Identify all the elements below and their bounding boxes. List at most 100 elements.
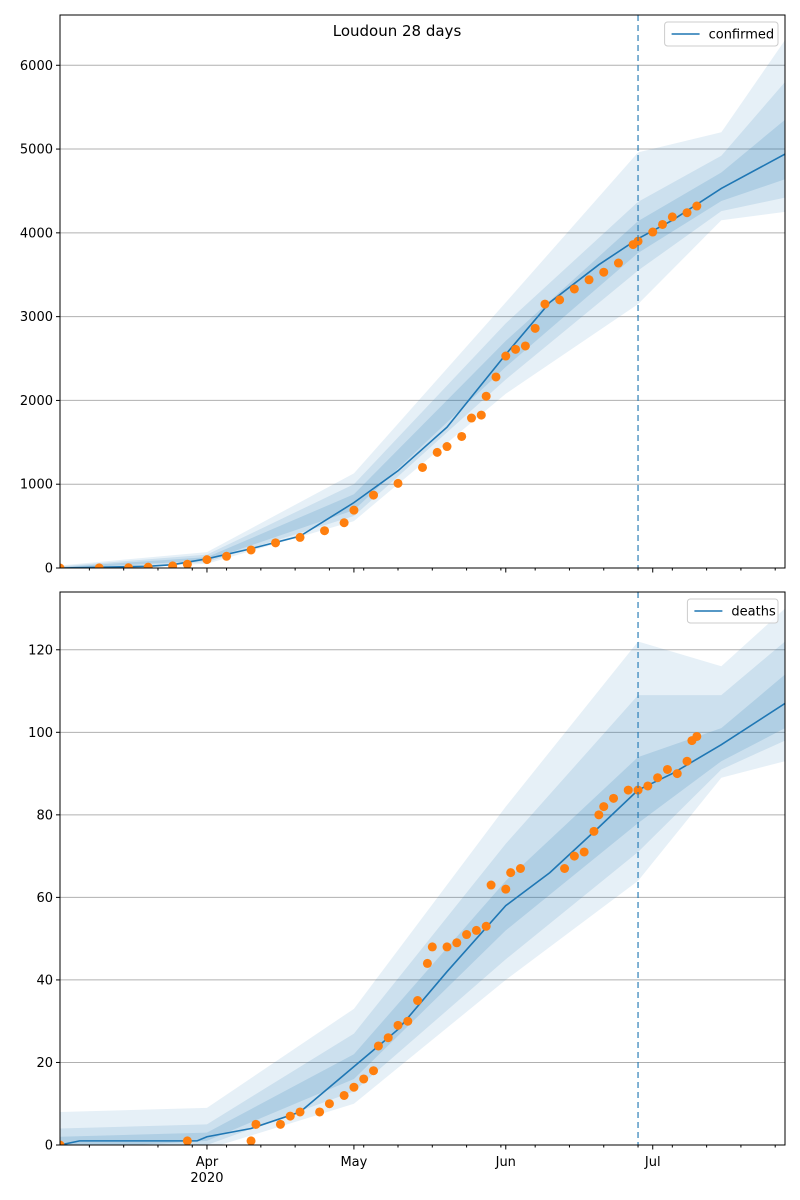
observed-point — [315, 1107, 325, 1117]
y-tick-label: 0 — [45, 562, 53, 577]
observed-point — [667, 212, 677, 222]
observed-point — [369, 1066, 379, 1076]
observed-point — [471, 925, 481, 935]
observed-point — [658, 219, 668, 229]
plot-area — [60, 608, 785, 1145]
observed-point — [540, 299, 550, 309]
observed-point — [285, 1111, 295, 1121]
observed-point — [324, 1099, 334, 1109]
observed-point — [481, 391, 491, 401]
legend-label: deaths — [731, 605, 776, 620]
observed-point — [339, 518, 349, 528]
observed-point — [383, 1033, 393, 1043]
observed-point — [60, 563, 65, 568]
observed-point — [609, 793, 619, 803]
observed-point — [432, 447, 442, 457]
observed-point — [599, 802, 609, 812]
observed-point — [520, 341, 530, 351]
y-tick-label: 4000 — [20, 226, 53, 241]
confidence-band-inner — [60, 674, 785, 1145]
confidence-band-middle — [60, 641, 785, 1145]
observed-point — [594, 810, 604, 820]
observed-point — [349, 505, 359, 515]
observed-point — [515, 864, 525, 873]
observed-point — [373, 1041, 383, 1051]
observed-point — [320, 526, 330, 536]
legend-box — [664, 21, 779, 47]
observed-point — [672, 769, 682, 779]
confidence-band-outer — [60, 40, 785, 568]
observed-point — [501, 351, 511, 361]
observed-point — [569, 851, 579, 861]
observed-point — [633, 785, 643, 795]
y-tick-label: 2000 — [20, 394, 53, 409]
observed-point — [579, 847, 589, 857]
observed-point — [584, 275, 594, 285]
observed-point — [653, 773, 663, 783]
axes-frame — [59, 14, 786, 569]
observed-point — [393, 1020, 403, 1030]
y-tick-label: 6000 — [20, 59, 53, 74]
observed-point — [481, 921, 491, 931]
observed-point — [275, 1119, 285, 1129]
legend-box — [686, 598, 779, 624]
observed-point — [555, 295, 565, 305]
y-tick-label: 40 — [36, 973, 53, 988]
y-tick-label: 5000 — [20, 143, 53, 158]
observed-point — [466, 413, 476, 423]
legend: confirmed — [664, 21, 779, 47]
observed-point — [124, 563, 134, 568]
observed-point — [648, 227, 658, 237]
x-tick-label: Jun — [495, 1155, 516, 1170]
observed-point — [202, 555, 212, 565]
observed-point — [369, 490, 379, 500]
observed-point — [168, 561, 178, 568]
x-tick-label: Apr — [196, 1155, 219, 1170]
observed-point — [246, 545, 256, 555]
observed-point — [442, 942, 452, 952]
observed-point — [506, 868, 516, 878]
observed-point — [613, 258, 623, 268]
observed-point — [662, 764, 672, 774]
observed-point — [418, 462, 427, 472]
observed-point — [476, 410, 486, 420]
chart-title: Loudoun 28 days — [333, 22, 462, 40]
legend-label: confirmed — [709, 28, 775, 43]
observed-point — [589, 826, 599, 836]
observed-point — [295, 1107, 305, 1117]
observed-point — [457, 431, 467, 441]
observed-point — [682, 756, 692, 766]
observed-point — [560, 864, 570, 873]
y-tick-label: 120 — [28, 643, 53, 658]
observed-point — [692, 201, 702, 211]
legend: deaths — [686, 598, 779, 624]
observed-point — [462, 930, 472, 940]
observed-point — [413, 996, 423, 1006]
x-tick-label: May — [340, 1155, 367, 1170]
x-tick-sublabel: 2020 — [190, 1171, 223, 1186]
plot-area — [60, 40, 785, 568]
observed-point — [682, 208, 692, 218]
observed-point — [251, 1119, 261, 1129]
observed-point — [491, 372, 501, 382]
confirmed-panel: 0 1000 2000 3000 4000 5000 6000 confirmed — [20, 14, 786, 577]
y-tick-label: 1000 — [20, 478, 53, 493]
observed-point — [643, 781, 653, 791]
y-tick-label: 100 — [28, 726, 53, 741]
observed-point — [530, 323, 540, 333]
x-tick-label: Jul — [644, 1155, 661, 1170]
observed-point — [60, 1140, 65, 1145]
observed-point — [511, 344, 521, 354]
observed-point — [271, 538, 281, 548]
observed-point — [182, 1136, 192, 1145]
observed-point — [246, 1136, 256, 1145]
model-line — [60, 702, 785, 1145]
observed-point — [94, 563, 104, 568]
y-tick-label: 60 — [36, 891, 53, 906]
observed-point — [569, 284, 579, 294]
observed-point — [339, 1090, 349, 1100]
observed-point — [393, 478, 403, 488]
observed-point — [501, 884, 511, 894]
